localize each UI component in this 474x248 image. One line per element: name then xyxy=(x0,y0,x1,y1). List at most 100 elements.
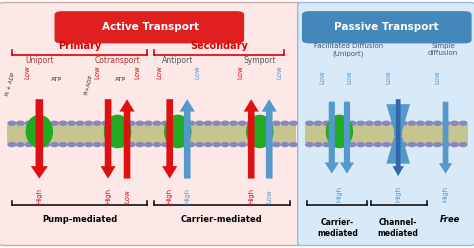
Circle shape xyxy=(162,121,169,125)
Text: Passive Transport: Passive Transport xyxy=(335,22,439,31)
Circle shape xyxy=(434,143,441,147)
Circle shape xyxy=(290,121,297,125)
Text: Low: Low xyxy=(266,189,272,203)
Circle shape xyxy=(59,121,67,125)
Text: Secondary: Secondary xyxy=(190,41,248,51)
Circle shape xyxy=(459,121,467,125)
Circle shape xyxy=(365,143,373,147)
Text: Active Transport: Active Transport xyxy=(102,22,199,31)
Circle shape xyxy=(331,143,339,147)
Text: High: High xyxy=(248,188,254,204)
Circle shape xyxy=(8,143,16,147)
Circle shape xyxy=(383,143,390,147)
Text: Low: Low xyxy=(319,70,325,84)
Polygon shape xyxy=(119,99,135,179)
Text: Uniport: Uniport xyxy=(25,56,54,65)
Circle shape xyxy=(221,143,229,147)
Circle shape xyxy=(136,143,144,147)
Text: Symport: Symport xyxy=(244,56,276,65)
Circle shape xyxy=(425,121,433,125)
Circle shape xyxy=(68,143,75,147)
Circle shape xyxy=(42,143,50,147)
Circle shape xyxy=(93,121,101,125)
Text: Low: Low xyxy=(95,65,100,79)
Circle shape xyxy=(102,143,109,147)
Circle shape xyxy=(273,143,280,147)
FancyBboxPatch shape xyxy=(305,125,468,134)
Text: High: High xyxy=(36,188,42,204)
Circle shape xyxy=(281,121,289,125)
Text: Low: Low xyxy=(346,70,352,84)
Circle shape xyxy=(400,143,407,147)
Circle shape xyxy=(442,143,450,147)
Circle shape xyxy=(8,121,16,125)
Circle shape xyxy=(408,121,416,125)
Circle shape xyxy=(187,121,195,125)
Polygon shape xyxy=(325,102,339,174)
Polygon shape xyxy=(180,99,195,179)
Ellipse shape xyxy=(246,115,273,148)
Text: Low: Low xyxy=(386,70,392,84)
Polygon shape xyxy=(386,136,410,164)
Circle shape xyxy=(76,121,84,125)
Circle shape xyxy=(119,143,127,147)
Circle shape xyxy=(238,143,246,147)
Circle shape xyxy=(34,143,41,147)
Circle shape xyxy=(400,121,407,125)
Text: Antiport: Antiport xyxy=(162,56,193,65)
Circle shape xyxy=(136,121,144,125)
Circle shape xyxy=(391,121,399,125)
Circle shape xyxy=(425,143,433,147)
Circle shape xyxy=(340,143,347,147)
Text: Pi + ADP: Pi + ADP xyxy=(5,72,17,97)
Circle shape xyxy=(170,121,178,125)
Circle shape xyxy=(204,143,212,147)
Polygon shape xyxy=(262,99,277,179)
FancyBboxPatch shape xyxy=(302,11,472,43)
Circle shape xyxy=(348,121,356,125)
Circle shape xyxy=(451,143,458,147)
Circle shape xyxy=(51,143,58,147)
Circle shape xyxy=(374,121,382,125)
Circle shape xyxy=(238,121,246,125)
Circle shape xyxy=(221,121,229,125)
Text: Simple
diffusion: Simple diffusion xyxy=(428,43,458,56)
Text: ATP: ATP xyxy=(115,77,127,82)
Circle shape xyxy=(383,121,390,125)
Circle shape xyxy=(187,143,195,147)
Polygon shape xyxy=(31,99,48,179)
Circle shape xyxy=(68,121,75,125)
Circle shape xyxy=(281,143,289,147)
Text: Channel-
mediated: Channel- mediated xyxy=(378,218,419,238)
Circle shape xyxy=(365,121,373,125)
Circle shape xyxy=(170,143,178,147)
Circle shape xyxy=(417,143,424,147)
Circle shape xyxy=(451,121,458,125)
FancyBboxPatch shape xyxy=(55,11,244,43)
Circle shape xyxy=(340,121,347,125)
Circle shape xyxy=(314,143,322,147)
Circle shape xyxy=(213,121,220,125)
Circle shape xyxy=(434,121,441,125)
Circle shape xyxy=(306,121,313,125)
Circle shape xyxy=(290,143,297,147)
Circle shape xyxy=(204,121,212,125)
Circle shape xyxy=(247,121,255,125)
Circle shape xyxy=(162,143,169,147)
Text: Low: Low xyxy=(195,65,201,79)
Circle shape xyxy=(314,121,322,125)
Circle shape xyxy=(374,143,382,147)
Text: Cotransport: Cotransport xyxy=(95,56,140,65)
Text: Low: Low xyxy=(124,189,130,203)
Text: Low: Low xyxy=(277,65,283,79)
Circle shape xyxy=(128,143,135,147)
Text: Facilitated Diffusion
(Uniport): Facilitated Diffusion (Uniport) xyxy=(314,43,383,57)
Text: Low: Low xyxy=(238,65,244,79)
Circle shape xyxy=(459,143,467,147)
Circle shape xyxy=(145,143,152,147)
Text: Pi+ADP: Pi+ADP xyxy=(84,74,94,95)
Circle shape xyxy=(128,121,135,125)
Circle shape xyxy=(85,121,92,125)
Circle shape xyxy=(34,121,41,125)
Circle shape xyxy=(59,143,67,147)
